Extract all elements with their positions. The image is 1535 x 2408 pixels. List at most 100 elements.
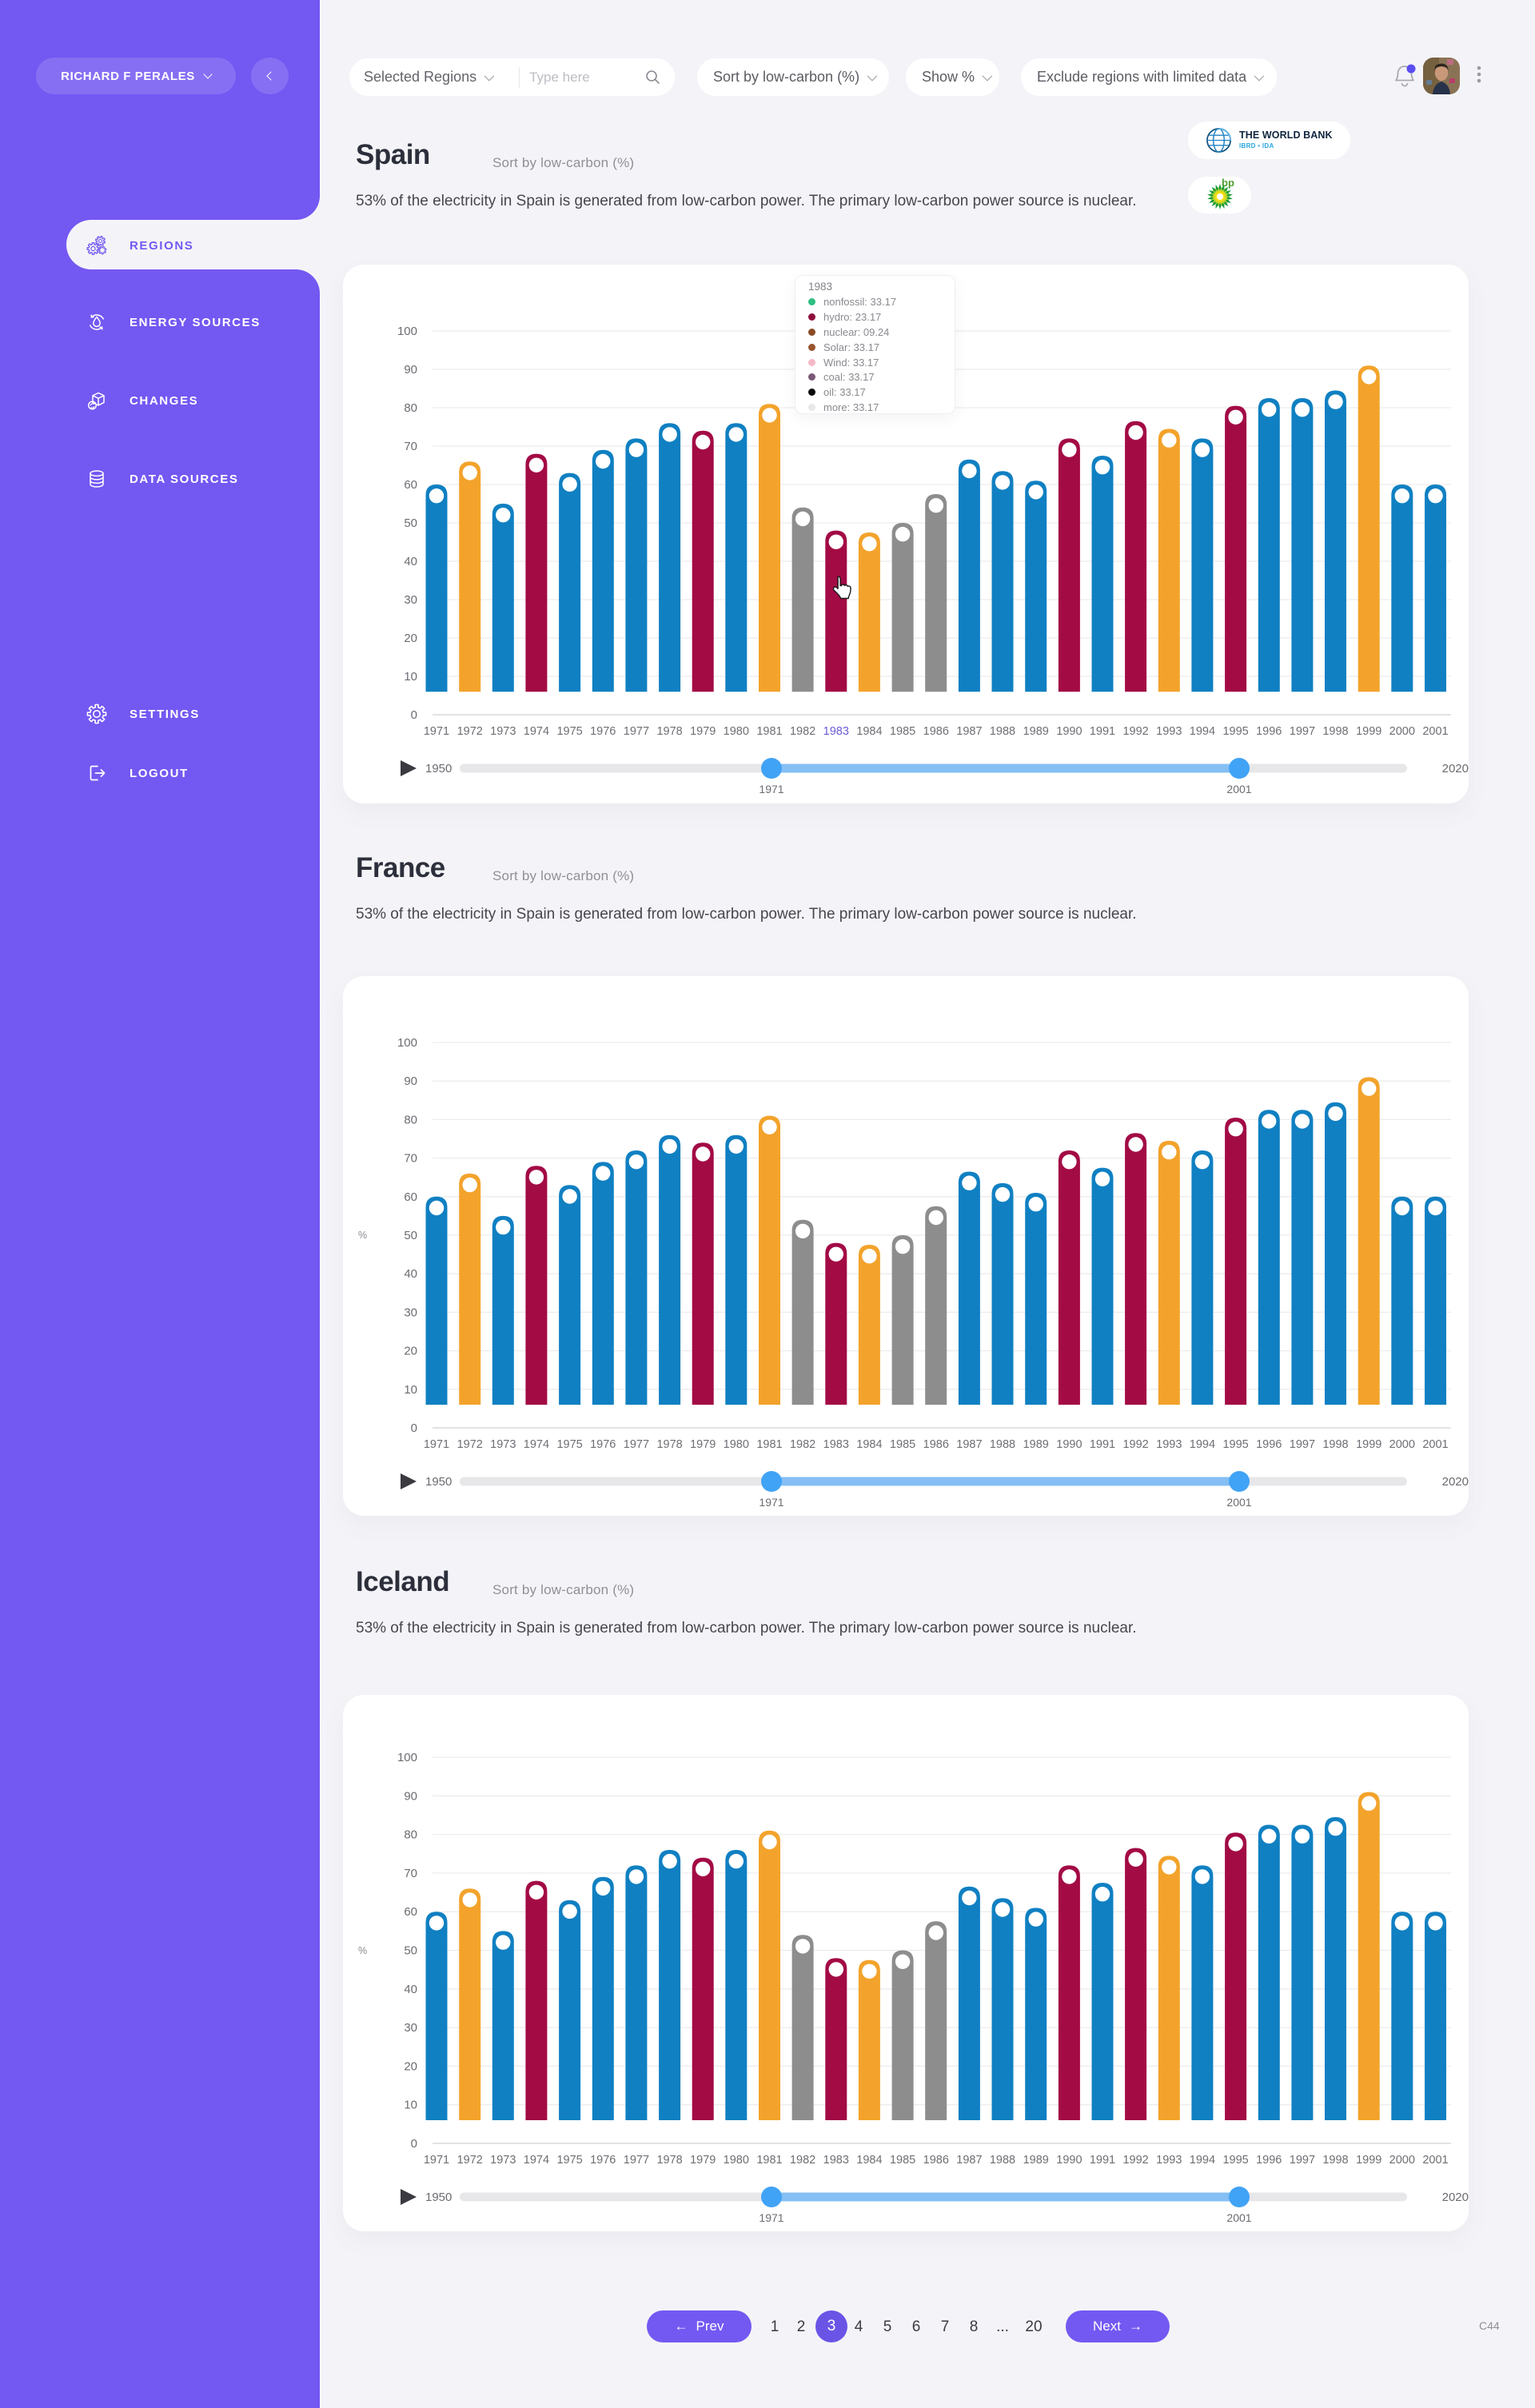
svg-text:1977: 1977: [624, 2154, 649, 2167]
svg-text:10: 10: [404, 670, 417, 684]
svg-text:1971: 1971: [759, 1496, 783, 1509]
svg-text:1972: 1972: [457, 2154, 483, 2167]
svg-text:1982: 1982: [790, 2154, 815, 2167]
svg-text:%: %: [358, 1230, 367, 1241]
svg-text:1988: 1988: [990, 2154, 1015, 2167]
svg-text:1993: 1993: [1156, 1438, 1182, 1451]
svg-text:2001: 2001: [1422, 2154, 1448, 2167]
svg-text:80: 80: [404, 1828, 417, 1842]
svg-text:30: 30: [404, 2021, 417, 2035]
svg-text:1975: 1975: [556, 2154, 582, 2167]
svg-text:70: 70: [404, 440, 417, 453]
svg-text:1974: 1974: [524, 1438, 549, 1451]
svg-text:1990: 1990: [1056, 725, 1082, 738]
svg-text:1989: 1989: [1023, 725, 1049, 738]
svg-text:90: 90: [404, 1074, 417, 1088]
svg-text:1979: 1979: [690, 725, 716, 738]
svg-text:1995: 1995: [1222, 2154, 1248, 2167]
svg-text:1995: 1995: [1222, 725, 1248, 738]
svg-text:1992: 1992: [1122, 725, 1148, 738]
svg-text:1971: 1971: [759, 783, 783, 795]
svg-text:90: 90: [404, 1789, 417, 1803]
svg-text:%: %: [358, 1945, 367, 1956]
svg-text:10: 10: [404, 2099, 417, 2112]
svg-text:1985: 1985: [890, 725, 915, 738]
svg-text:100: 100: [397, 1036, 417, 1050]
svg-text:2000: 2000: [1389, 1438, 1415, 1451]
svg-text:1994: 1994: [1190, 1438, 1215, 1451]
svg-text:1981: 1981: [756, 1438, 782, 1451]
svg-text:1950: 1950: [425, 762, 452, 775]
svg-text:1993: 1993: [1156, 2154, 1182, 2167]
svg-text:1977: 1977: [624, 725, 649, 738]
svg-text:1976: 1976: [590, 1438, 616, 1451]
svg-text:70: 70: [404, 1867, 417, 1880]
svg-text:1996: 1996: [1256, 1438, 1282, 1451]
svg-text:1976: 1976: [590, 725, 616, 738]
svg-text:1978: 1978: [656, 725, 682, 738]
svg-text:30: 30: [404, 593, 417, 607]
svg-text:1985: 1985: [890, 2154, 915, 2167]
svg-text:1986: 1986: [923, 1438, 949, 1451]
svg-text:60: 60: [404, 1190, 417, 1204]
svg-text:1999: 1999: [1356, 2154, 1382, 2167]
svg-text:1973: 1973: [490, 725, 516, 738]
svg-text:2020: 2020: [1442, 762, 1469, 775]
svg-text:60: 60: [404, 478, 417, 492]
svg-text:1980: 1980: [724, 2154, 749, 2167]
svg-text:1986: 1986: [923, 725, 949, 738]
svg-text:1974: 1974: [524, 2154, 549, 2167]
svg-text:40: 40: [404, 1267, 417, 1281]
svg-text:0: 0: [411, 1421, 417, 1435]
svg-text:1979: 1979: [690, 1438, 716, 1451]
svg-text:1990: 1990: [1056, 2154, 1082, 2167]
svg-text:1971: 1971: [424, 725, 449, 738]
svg-text:1988: 1988: [990, 725, 1015, 738]
svg-text:1998: 1998: [1322, 725, 1348, 738]
svg-text:1996: 1996: [1256, 2154, 1282, 2167]
svg-text:20: 20: [404, 1345, 417, 1358]
svg-text:20: 20: [404, 632, 417, 645]
svg-text:80: 80: [404, 401, 417, 415]
svg-text:1998: 1998: [1322, 1438, 1348, 1451]
svg-text:60: 60: [404, 1905, 417, 1919]
svg-text:1987: 1987: [956, 2154, 982, 2167]
svg-text:1989: 1989: [1023, 2154, 1049, 2167]
svg-text:1991: 1991: [1090, 725, 1115, 738]
svg-text:2000: 2000: [1389, 2154, 1415, 2167]
svg-text:10: 10: [404, 1383, 417, 1397]
svg-text:2001: 2001: [1422, 725, 1448, 738]
svg-text:1983: 1983: [823, 1438, 849, 1451]
svg-text:50: 50: [404, 516, 417, 530]
svg-text:1983: 1983: [823, 2154, 849, 2167]
svg-text:1976: 1976: [590, 2154, 616, 2167]
svg-text:1988: 1988: [990, 1438, 1015, 1451]
svg-text:1973: 1973: [490, 1438, 516, 1451]
svg-text:2020: 2020: [1442, 1475, 1469, 1489]
svg-text:1982: 1982: [790, 1438, 815, 1451]
svg-text:1991: 1991: [1090, 2154, 1115, 2167]
svg-text:20: 20: [404, 2059, 417, 2073]
svg-text:1974: 1974: [524, 725, 549, 738]
svg-text:1987: 1987: [956, 725, 982, 738]
svg-text:1971: 1971: [759, 2211, 783, 2224]
svg-text:1975: 1975: [556, 725, 582, 738]
svg-text:1997: 1997: [1290, 2154, 1315, 2167]
svg-text:100: 100: [397, 1751, 417, 1764]
svg-text:1978: 1978: [656, 1438, 682, 1451]
svg-text:1980: 1980: [724, 725, 749, 738]
svg-text:1950: 1950: [425, 1475, 452, 1489]
svg-text:2001: 2001: [1422, 1438, 1448, 1451]
svg-text:1993: 1993: [1156, 725, 1182, 738]
svg-text:80: 80: [404, 1113, 417, 1126]
svg-text:1973: 1973: [490, 2154, 516, 2167]
svg-text:1984: 1984: [856, 1438, 882, 1451]
svg-text:1999: 1999: [1356, 1438, 1382, 1451]
svg-text:1971: 1971: [424, 2154, 449, 2167]
svg-text:2001: 2001: [1226, 783, 1251, 795]
svg-text:1983: 1983: [823, 725, 849, 738]
svg-text:1992: 1992: [1122, 2154, 1148, 2167]
svg-text:1982: 1982: [790, 725, 815, 738]
svg-text:1984: 1984: [856, 725, 882, 738]
svg-text:2001: 2001: [1226, 1496, 1251, 1509]
